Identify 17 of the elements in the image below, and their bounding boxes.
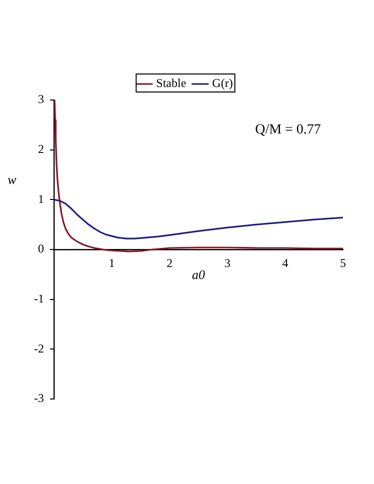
- legend-label: Stable: [156, 76, 186, 90]
- y-axis-title: w: [8, 172, 17, 188]
- annotation: Q/M = 0.77: [255, 122, 321, 138]
- y-tick-label: 3: [38, 92, 44, 106]
- y-tick-label: -3: [34, 391, 44, 406]
- y-tick-label: 2: [38, 142, 44, 156]
- y-tick-label: -2: [34, 341, 44, 356]
- x-tick-label: 2: [166, 256, 173, 270]
- x-tick-label: 4: [282, 256, 288, 270]
- y-tick-label: 0: [38, 242, 44, 256]
- x-tick-label: 5: [340, 256, 346, 270]
- x-axis-title: a0: [192, 266, 206, 282]
- legend-label: G(r): [212, 76, 233, 90]
- y-tick-label: -1: [34, 291, 44, 306]
- y-tick-label: 1: [38, 192, 44, 206]
- x-tick-label: 1: [108, 256, 115, 270]
- x-tick-label: 3: [224, 256, 230, 270]
